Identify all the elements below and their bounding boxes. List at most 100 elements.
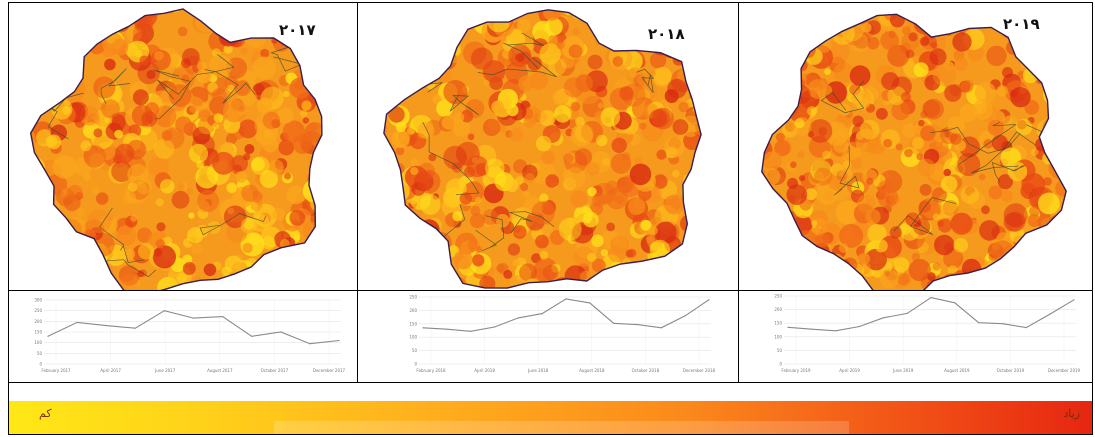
map-year-label: ۲۰۱۹ (1003, 15, 1040, 33)
map-year-label: ۲۰۱۷ (279, 21, 316, 39)
legend-high-label: زیاد (1063, 407, 1080, 420)
data-point (930, 297, 932, 299)
y-tick-label: 200 (774, 307, 782, 312)
y-tick-label: 0 (39, 362, 42, 367)
x-tick-label: April 2019 (839, 368, 860, 373)
x-tick-label: June 2017 (154, 368, 176, 373)
x-tick-label: August 2017 (207, 368, 233, 373)
x-tick-label: February 2018 (416, 368, 446, 373)
row-divider (8, 382, 1093, 383)
y-tick-label: 100 (774, 334, 782, 339)
data-point (882, 317, 884, 319)
y-tick-label: 200 (409, 308, 417, 313)
y-tick-label: 250 (774, 294, 782, 299)
data-point (134, 327, 136, 329)
series-line (422, 298, 710, 332)
figure-table (8, 2, 1093, 435)
data-point (708, 299, 710, 301)
y-tick-label: 50 (412, 348, 418, 353)
legend-highlight (274, 421, 849, 434)
x-tick-label: February 2019 (781, 368, 811, 373)
map-panel-2019: ۲۰۱۹ (739, 3, 1092, 290)
legend-low-label: کم (39, 407, 52, 420)
data-point (446, 328, 448, 330)
y-tick-label: 100 (409, 335, 417, 340)
y-tick-label: 150 (409, 321, 417, 326)
data-point (493, 326, 496, 328)
data-point (660, 327, 662, 329)
map-panel-2018: ۲۰۱۸ (358, 3, 738, 290)
data-point (978, 322, 980, 324)
time-series-chart-2018: 250 200 150 100 50 0 February 2018 April 2018 Ju… (405, 293, 716, 376)
data-point (105, 325, 107, 327)
data-point (517, 317, 519, 319)
data-point (280, 331, 282, 333)
data-point (541, 313, 543, 315)
series-line (787, 297, 1075, 332)
x-tick-label: June 2019 (892, 368, 914, 373)
data-point (309, 343, 311, 345)
x-tick-label: October 2017 (261, 368, 289, 373)
series-line (47, 310, 340, 345)
data-point (1001, 323, 1004, 325)
row-divider (8, 290, 1093, 291)
data-point (906, 312, 908, 314)
y-tick-label: 150 (34, 330, 42, 335)
x-tick-label: August 2018 (579, 368, 605, 373)
data-point (222, 316, 224, 318)
heat-map (29, 8, 323, 290)
data-point (613, 322, 615, 324)
data-point (1049, 313, 1051, 315)
y-tick-label: 0 (779, 362, 782, 367)
data-point (787, 326, 789, 328)
data-point (76, 321, 78, 323)
map-year-label: ۲۰۱۸ (648, 25, 685, 43)
data-point (1073, 299, 1075, 301)
x-tick-label: October 2018 (632, 368, 660, 373)
data-point (954, 302, 956, 304)
x-tick-label: February 2017 (41, 368, 71, 373)
x-tick-label: April 2017 (100, 368, 121, 373)
data-point (192, 317, 195, 319)
x-tick-label: December 2018 (683, 368, 715, 373)
y-tick-label: 0 (414, 362, 417, 367)
data-point (811, 328, 813, 330)
color-scale-legend: کم زیاد (9, 401, 1092, 434)
x-tick-label: October 2019 (997, 368, 1025, 373)
y-tick-label: 150 (774, 321, 782, 326)
data-point (47, 335, 49, 337)
data-point (589, 302, 591, 304)
y-tick-label: 250 (409, 295, 417, 300)
data-point (684, 315, 686, 317)
y-tick-label: 100 (34, 340, 42, 345)
column-divider (357, 2, 358, 382)
y-tick-label: 50 (37, 351, 43, 356)
data-point (636, 324, 639, 326)
heat-map (383, 9, 702, 289)
x-tick-label: December 2019 (1048, 368, 1080, 373)
time-series-chart-2019: 250 200 150 100 50 0 February 2019 April 2019 Ju… (770, 292, 1081, 376)
data-point (835, 330, 837, 332)
y-tick-label: 300 (34, 298, 42, 303)
data-point (1025, 327, 1027, 329)
time-series-chart-2017: 300 250 200 150 100 50 0 February 2017 April 201… (30, 296, 346, 376)
x-tick-label: June 2018 (527, 368, 549, 373)
map-panel-2017: ۲۰۱۷ (9, 3, 357, 290)
data-point (163, 310, 165, 312)
data-point (470, 330, 472, 332)
x-tick-label: April 2018 (474, 368, 495, 373)
data-point (858, 325, 861, 328)
y-tick-label: 200 (34, 319, 42, 324)
data-point (422, 327, 424, 329)
x-tick-label: August 2019 (944, 368, 970, 373)
data-point (251, 335, 253, 337)
data-point (565, 298, 567, 300)
y-tick-label: 50 (777, 348, 783, 353)
x-tick-label: December 2017 (313, 368, 345, 373)
y-tick-label: 250 (34, 308, 42, 313)
data-point (338, 339, 340, 342)
heat-map (761, 13, 1067, 290)
